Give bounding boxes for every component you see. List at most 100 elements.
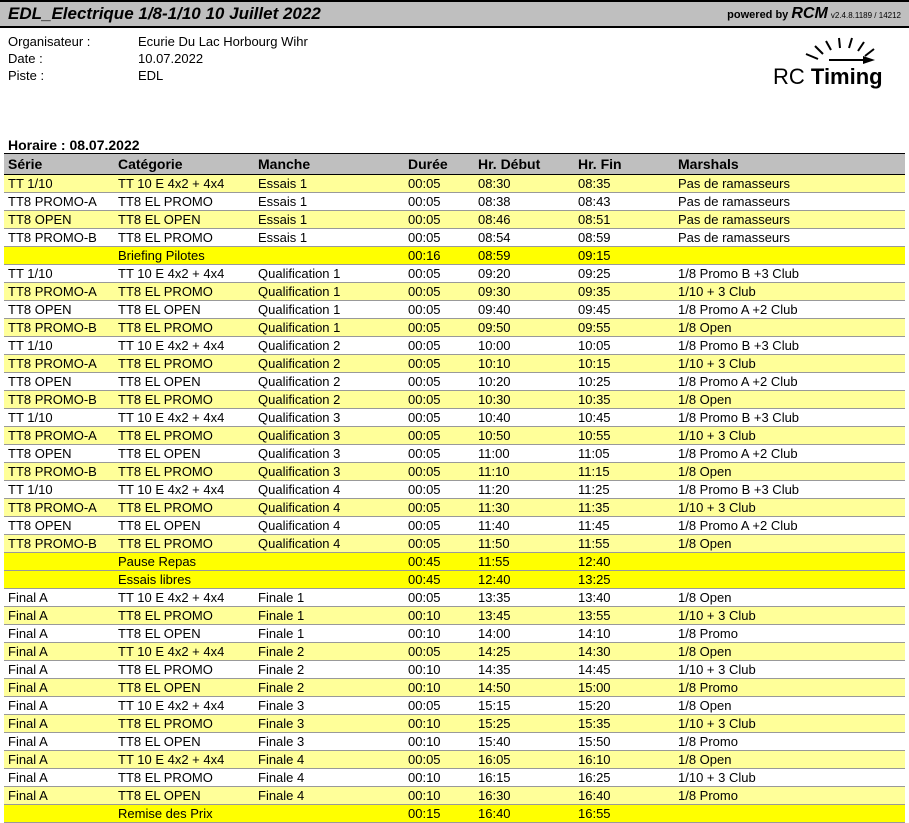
cell-marshal: Pas de ramasseurs [674, 229, 905, 247]
cell-duree: 00:05 [404, 481, 474, 499]
table-row: TT8 PROMO-ATT8 EL PROMOQualification 400… [4, 499, 905, 517]
cell-marshal: 1/8 Open [674, 463, 905, 481]
cell-cat: TT8 EL OPEN [114, 211, 254, 229]
cell-manche: Essais 1 [254, 229, 404, 247]
cell-fin: 15:50 [574, 733, 674, 751]
cell-duree: 00:05 [404, 229, 474, 247]
cell-cat: TT8 EL OPEN [114, 517, 254, 535]
cell-serie: Final A [4, 787, 114, 805]
cell-cat: TT8 EL PROMO [114, 229, 254, 247]
cell-fin: 11:45 [574, 517, 674, 535]
cell-debut: 13:45 [474, 607, 574, 625]
cell-cat: Briefing Pilotes [114, 247, 254, 265]
cell-cat: TT8 EL PROMO [114, 607, 254, 625]
cell-marshal: 1/8 Promo B +3 Club [674, 337, 905, 355]
cell-marshal: 1/8 Promo [674, 679, 905, 697]
cell-manche: Essais 1 [254, 193, 404, 211]
table-row: Briefing Pilotes00:1608:5909:15 [4, 247, 905, 265]
cell-marshal: 1/10 + 3 Club [674, 715, 905, 733]
table-row: Final ATT8 EL PROMOFinale 100:1013:4513:… [4, 607, 905, 625]
cell-marshal: 1/10 + 3 Club [674, 283, 905, 301]
cell-manche: Qualification 2 [254, 373, 404, 391]
cell-serie: Final A [4, 625, 114, 643]
table-row: Final ATT8 EL OPENFinale 100:1014:0014:1… [4, 625, 905, 643]
cell-debut: 10:10 [474, 355, 574, 373]
cell-duree: 00:05 [404, 319, 474, 337]
powered-by: powered by RCM v2.4.8.1189 / 14212 [727, 5, 901, 23]
date-label: Date : [8, 51, 138, 66]
cell-fin: 09:55 [574, 319, 674, 337]
cell-debut: 09:20 [474, 265, 574, 283]
cell-cat: TT8 EL OPEN [114, 445, 254, 463]
cell-fin: 15:35 [574, 715, 674, 733]
cell-serie: TT 1/10 [4, 337, 114, 355]
cell-cat: Pause Repas [114, 553, 254, 571]
cell-fin: 10:05 [574, 337, 674, 355]
organiser-label: Organisateur : [8, 34, 138, 49]
cell-serie: Final A [4, 733, 114, 751]
cell-duree: 00:10 [404, 679, 474, 697]
cell-duree: 00:05 [404, 301, 474, 319]
cell-debut: 08:46 [474, 211, 574, 229]
cell-debut: 11:30 [474, 499, 574, 517]
cell-fin: 11:15 [574, 463, 674, 481]
cell-marshal: 1/8 Open [674, 589, 905, 607]
table-header: Série Catégorie Manche Durée Hr. Début H… [4, 154, 905, 175]
cell-marshal: 1/8 Promo A +2 Club [674, 445, 905, 463]
cell-serie: TT8 PROMO-B [4, 229, 114, 247]
cell-fin: 09:35 [574, 283, 674, 301]
table-row: TT8 OPENTT8 EL OPENEssais 100:0508:4608:… [4, 211, 905, 229]
table-row: Final ATT 10 E 4x2 + 4x4Finale 100:0513:… [4, 589, 905, 607]
cell-serie: Final A [4, 715, 114, 733]
cell-fin: 09:45 [574, 301, 674, 319]
cell-fin: 11:25 [574, 481, 674, 499]
cell-marshal: Pas de ramasseurs [674, 175, 905, 193]
cell-debut: 09:50 [474, 319, 574, 337]
cell-manche [254, 553, 404, 571]
cell-debut: 10:30 [474, 391, 574, 409]
cell-manche: Finale 1 [254, 589, 404, 607]
cell-marshal: 1/8 Open [674, 391, 905, 409]
cell-duree: 00:05 [404, 427, 474, 445]
cell-marshal: 1/8 Open [674, 643, 905, 661]
cell-duree: 00:05 [404, 211, 474, 229]
cell-fin: 10:55 [574, 427, 674, 445]
table-row: Final ATT8 EL PROMOFinale 400:1016:1516:… [4, 769, 905, 787]
cell-debut: 15:15 [474, 697, 574, 715]
cell-serie: Final A [4, 607, 114, 625]
cell-fin: 10:15 [574, 355, 674, 373]
cell-debut: 16:40 [474, 805, 574, 823]
table-body: TT 1/10TT 10 E 4x2 + 4x4Essais 100:0508:… [4, 175, 905, 823]
cell-serie [4, 247, 114, 265]
cell-fin: 11:35 [574, 499, 674, 517]
table-row: Final ATT8 EL PROMOFinale 300:1015:2515:… [4, 715, 905, 733]
cell-serie: Final A [4, 769, 114, 787]
table-row: Remise des Prix00:1516:4016:55 [4, 805, 905, 823]
info-block: Organisateur : Ecurie Du Lac Horbourg Wi… [0, 28, 909, 97]
col-categorie: Catégorie [114, 154, 254, 175]
table-row: Final ATT8 EL OPENFinale 300:1015:4015:5… [4, 733, 905, 751]
cell-marshal: 1/8 Promo B +3 Club [674, 265, 905, 283]
cell-debut: 10:20 [474, 373, 574, 391]
cell-fin: 08:59 [574, 229, 674, 247]
cell-duree: 00:05 [404, 409, 474, 427]
table-row: Final ATT8 EL PROMOFinale 200:1014:3514:… [4, 661, 905, 679]
cell-manche: Qualification 1 [254, 283, 404, 301]
cell-cat: TT8 EL OPEN [114, 301, 254, 319]
cell-debut: 11:55 [474, 553, 574, 571]
col-duree: Durée [404, 154, 474, 175]
cell-cat: TT 10 E 4x2 + 4x4 [114, 643, 254, 661]
table-row: Final ATT 10 E 4x2 + 4x4Finale 200:0514:… [4, 643, 905, 661]
cell-fin: 14:10 [574, 625, 674, 643]
cell-manche: Essais 1 [254, 211, 404, 229]
table-row: Essais libres00:4512:4013:25 [4, 571, 905, 589]
cell-marshal: 1/8 Promo B +3 Club [674, 481, 905, 499]
cell-marshal: 1/8 Open [674, 535, 905, 553]
cell-manche: Finale 4 [254, 751, 404, 769]
table-row: TT8 PROMO-BTT8 EL PROMOEssais 100:05 08:5… [4, 229, 905, 247]
cell-serie: TT8 PROMO-B [4, 535, 114, 553]
cell-manche: Qualification 4 [254, 481, 404, 499]
cell-fin: 13:55 [574, 607, 674, 625]
cell-debut: 12:40 [474, 571, 574, 589]
cell-fin: 14:30 [574, 643, 674, 661]
